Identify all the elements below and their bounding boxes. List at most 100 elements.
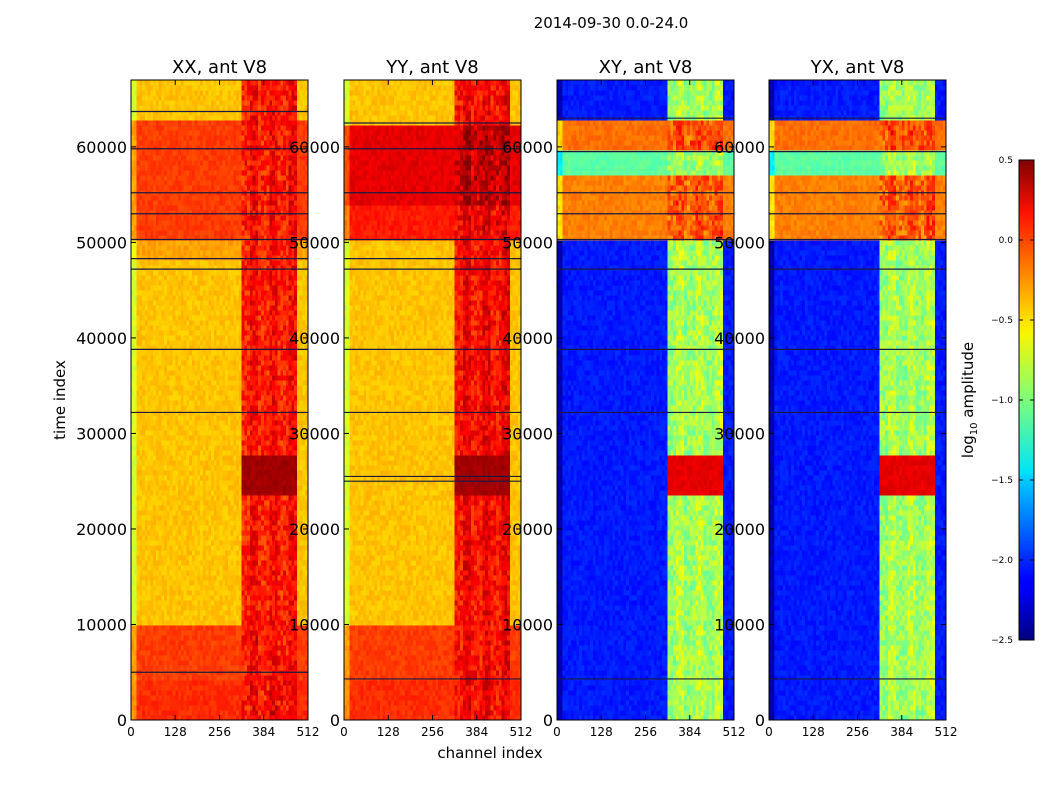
heatmap-cell [159, 690, 162, 695]
heatmap-cell [159, 695, 162, 700]
heatmap-cell [280, 620, 283, 625]
heatmap-cell [170, 590, 173, 595]
heatmap-cell [261, 635, 264, 640]
heatmap-cell [178, 640, 181, 645]
heatmap-cell [244, 660, 247, 665]
heatmap-cell [302, 710, 305, 715]
heatmap-cell [134, 660, 137, 665]
heatmap-cell [148, 710, 151, 715]
heatmap-cell [261, 695, 264, 700]
heatmap-cell [302, 700, 305, 705]
heatmap-cell [267, 615, 270, 620]
heatmap-cell [134, 710, 137, 715]
heatmap-cell [167, 615, 170, 620]
heatmap-cell [231, 700, 234, 705]
heatmap-cell [269, 590, 272, 595]
heatmap-cell [181, 610, 184, 615]
heatmap-cell [161, 680, 164, 685]
heatmap-cell [297, 700, 300, 705]
heatmap-cell [159, 645, 162, 650]
heatmap-cell [280, 610, 283, 615]
heatmap-cell [186, 710, 189, 715]
heatmap-cell [161, 675, 164, 680]
heatmap-cell [134, 700, 137, 705]
heatmap-cell [291, 705, 294, 710]
heatmap-cell [211, 590, 214, 595]
heatmap-cell [153, 610, 156, 615]
heatmap-cell [233, 650, 236, 655]
heatmap-cell [145, 655, 148, 660]
heatmap-cell [269, 695, 272, 700]
heatmap-cell [275, 625, 278, 630]
heatmap-cell [258, 615, 261, 620]
heatmap-cell [294, 635, 297, 640]
heatmap-cell [220, 665, 223, 670]
heatmap-cell [159, 615, 162, 620]
heatmap-cell [272, 590, 275, 595]
heatmap-cell [200, 695, 203, 700]
heatmap-cell [167, 625, 170, 630]
heatmap-cell [139, 690, 142, 695]
heatmap-cell [214, 705, 217, 710]
heatmap-cell [280, 690, 283, 695]
heatmap-cell [267, 620, 270, 625]
heatmap-cell [197, 605, 200, 610]
heatmap-cell [250, 610, 253, 615]
heatmap-cell [275, 650, 278, 655]
heatmap-cell [233, 590, 236, 595]
heatmap-cell [220, 695, 223, 700]
heatmap-cell [269, 610, 272, 615]
heatmap-cell [150, 640, 153, 645]
heatmap-cell [236, 700, 239, 705]
heatmap-cell [164, 615, 167, 620]
heatmap-cell [294, 665, 297, 670]
heatmap-cell [220, 625, 223, 630]
heatmap-cell [175, 655, 178, 660]
heatmap-cell [286, 695, 289, 700]
heatmap-cell [161, 630, 164, 635]
heatmap-cell [148, 595, 151, 600]
heatmap-cell [164, 705, 167, 710]
heatmap-cell [302, 690, 305, 695]
heatmap-cell [261, 630, 264, 635]
heatmap-cell [272, 610, 275, 615]
heatmap-cell [208, 700, 211, 705]
heatmap-cell [211, 675, 214, 680]
heatmap-cell [275, 640, 278, 645]
heatmap-cell [214, 645, 217, 650]
heatmap-cell [294, 690, 297, 695]
heatmap-cell [137, 655, 140, 660]
heatmap-cell [267, 645, 270, 650]
heatmap-cell [289, 665, 292, 670]
heatmap-cell [278, 675, 281, 680]
heatmap-cell [186, 695, 189, 700]
heatmap-cell [300, 600, 303, 605]
heatmap-cell [247, 640, 250, 645]
heatmap-cell [278, 645, 281, 650]
heatmap-cell [156, 675, 159, 680]
heatmap-cell [206, 645, 209, 650]
heatmap-cell [211, 625, 214, 630]
heatmap-cell [172, 680, 175, 685]
heatmap-cell [189, 625, 192, 630]
heatmap-cell [222, 625, 225, 630]
heatmap-cell [239, 590, 242, 595]
heatmap-cell [217, 680, 220, 685]
heatmap-cell [142, 620, 145, 625]
heatmap-cell [161, 615, 164, 620]
heatmap-cell [167, 635, 170, 640]
heatmap-cell [164, 650, 167, 655]
heatmap-cell [142, 660, 145, 665]
heatmap-cell [184, 595, 187, 600]
heatmap-cell [253, 710, 256, 715]
heatmap-cell [269, 640, 272, 645]
heatmap-cell [264, 610, 267, 615]
heatmap-cell [150, 620, 153, 625]
heatmap-cell [153, 630, 156, 635]
heatmap-cell [139, 625, 142, 630]
heatmap-cell [289, 660, 292, 665]
heatmap-cell [236, 645, 239, 650]
heatmap-cell [139, 700, 142, 705]
heatmap-cell [139, 630, 142, 635]
heatmap-cell [233, 595, 236, 600]
